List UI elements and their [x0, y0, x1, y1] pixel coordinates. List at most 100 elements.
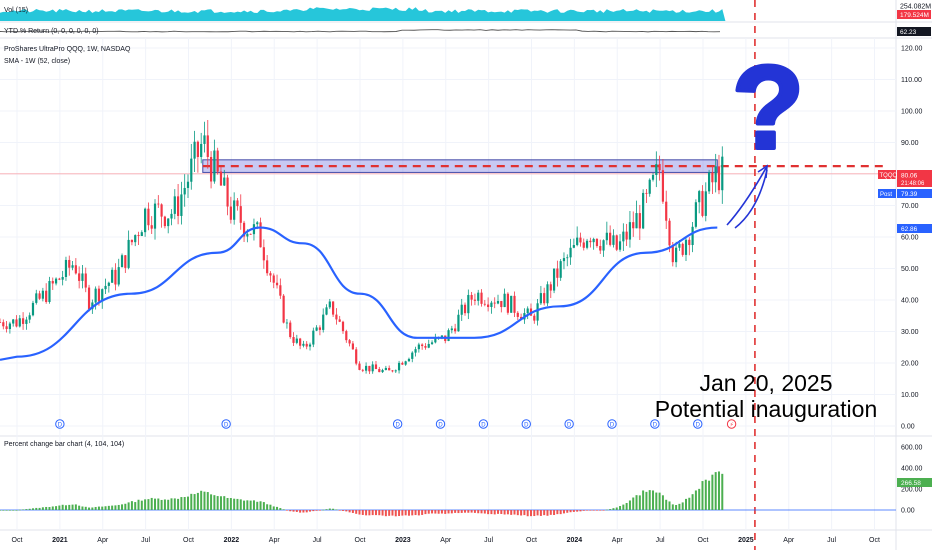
- pct-bar: [269, 504, 272, 510]
- projection-arrow[interactable]: [734, 169, 768, 229]
- pct-bar: [688, 497, 691, 510]
- volume-label[interactable]: Vol (15): [4, 7, 28, 14]
- pct-bar: [589, 510, 592, 511]
- arrow-head[interactable]: [757, 164, 768, 179]
- pct-bar: [266, 504, 269, 510]
- dividend-marker[interactable]: [392, 419, 403, 429]
- dividend-marker[interactable]: [650, 419, 660, 429]
- pct-bar: [648, 490, 651, 510]
- dividend-marker[interactable]: [693, 419, 703, 429]
- annotation-text[interactable]: Potential inauguration: [655, 396, 878, 422]
- candle-body: [61, 276, 64, 280]
- candle-body: [48, 281, 51, 302]
- candle-body: [285, 322, 289, 324]
- annotation-date[interactable]: Jan 20, 2025: [699, 370, 832, 396]
- price-tick-label: 10.00: [901, 392, 919, 399]
- pct-bar: [91, 507, 94, 510]
- chart-title[interactable]: ProShares UltraPro QQQ, 1W, NASDAQ: [4, 46, 131, 53]
- candle-body: [193, 141, 196, 159]
- candle-body: [203, 135, 206, 144]
- pct-bar: [513, 510, 516, 515]
- pct-bar: [351, 510, 354, 513]
- pct-bar: [5, 510, 8, 511]
- pct-bar: [2, 510, 5, 511]
- candle-body: [566, 257, 569, 259]
- candle-body: [111, 269, 114, 283]
- pct-bar: [464, 510, 467, 513]
- pct-bar: [282, 509, 285, 510]
- resistance-zone[interactable]: [0, 159, 896, 175]
- candle-body: [417, 344, 420, 350]
- candle-body: [658, 164, 661, 171]
- percent-change-label[interactable]: Percent change bar chart (4, 104, 104): [4, 441, 124, 448]
- time-tick-label: Jul: [656, 537, 665, 544]
- pct-bar: [665, 499, 668, 510]
- candle-body: [279, 285, 282, 296]
- candle-body: [721, 156, 724, 191]
- dividend-marker[interactable]: [55, 419, 65, 429]
- candle-body: [628, 222, 632, 240]
- candle-body: [510, 295, 513, 313]
- dividend-marker[interactable]: [435, 419, 446, 429]
- sma-label[interactable]: SMA - 1W (52, close): [4, 58, 70, 65]
- pct-bar: [345, 510, 348, 512]
- pct-bar: [470, 510, 473, 513]
- candle-body: [675, 247, 678, 263]
- candle-body: [338, 319, 341, 322]
- pct-bar: [312, 510, 315, 512]
- pct-bar: [101, 506, 104, 510]
- pct-bar: [473, 510, 476, 513]
- pct-bar: [289, 510, 292, 512]
- pct-bar: [190, 493, 193, 510]
- ytd-line: [0, 29, 721, 33]
- price-tick-label: 40.00: [901, 298, 919, 305]
- pct-bar: [447, 510, 450, 514]
- drawings[interactable]: [726, 0, 768, 550]
- candle-body: [434, 337, 437, 343]
- time-axis[interactable]: Oct 2021 Apr Jul Oct 2022 Apr Jul Oct 2023 Apr Jul O…: [12, 537, 880, 544]
- dividend-marker[interactable]: [521, 419, 531, 429]
- pct-bar: [78, 505, 81, 510]
- candle-body: [21, 318, 25, 324]
- candle-body: [170, 213, 173, 219]
- candle-body: [665, 201, 668, 221]
- pct-bar: [31, 508, 34, 510]
- ytd-label[interactable]: YTD % Return (0, 0, 0, 0, 0, 0): [4, 28, 99, 35]
- pct-bar: [559, 510, 562, 515]
- pct-bar: [180, 497, 183, 510]
- countdown-value: 21:48:06: [901, 181, 925, 187]
- candle-body: [576, 237, 579, 246]
- dividend-marker-label: D: [395, 423, 400, 429]
- dividend-marker[interactable]: [478, 419, 489, 429]
- pct-bar: [675, 505, 678, 510]
- pct-bar: [566, 510, 569, 513]
- time-tick-label: Apr: [612, 537, 624, 544]
- pct-bar: [434, 510, 437, 514]
- pct-bar: [48, 506, 51, 510]
- split-marker[interactable]: [726, 419, 737, 429]
- candle-body: [681, 243, 684, 255]
- dividend-marker[interactable]: [564, 419, 574, 429]
- candle-body: [500, 301, 503, 308]
- pct-bar: [526, 510, 529, 517]
- pct-bar: [61, 504, 64, 510]
- pct-bar: [154, 498, 157, 510]
- question-mark-annotation[interactable]: ?: [730, 40, 806, 176]
- candle-body: [256, 222, 259, 225]
- candle-body: [572, 245, 575, 248]
- time-tick-label: Oct: [526, 537, 537, 544]
- candle-body: [678, 243, 681, 248]
- pct-bar: [111, 505, 114, 510]
- dividend-marker[interactable]: [607, 419, 617, 429]
- pct-bar: [216, 496, 219, 510]
- pct-bar: [295, 510, 298, 512]
- pct-bar: [642, 490, 645, 510]
- candle-body: [552, 268, 556, 291]
- dividend-markers[interactable]: D D D D D D D D D D ⚡: [55, 419, 737, 429]
- pct-bar: [632, 497, 635, 510]
- dividend-marker[interactable]: [221, 419, 231, 429]
- projection-arrow[interactable]: [726, 167, 767, 226]
- pct-bar: [493, 510, 496, 515]
